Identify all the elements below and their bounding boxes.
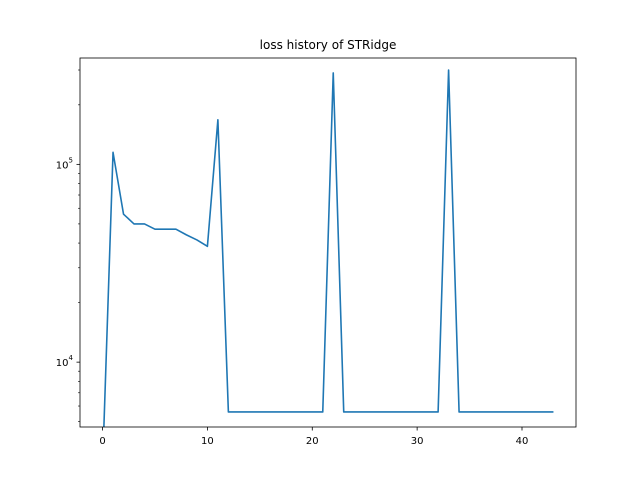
x-tick-label: 0: [99, 436, 105, 447]
x-tick-label: 20: [306, 436, 319, 447]
chart-title: loss history of STRidge: [260, 38, 397, 52]
axes: 0 10 20 30 40 104 105: [56, 57, 577, 447]
series-line-0: [103, 69, 554, 427]
x-tick-label: 30: [411, 436, 424, 447]
y-tick-label: 104: [56, 354, 74, 369]
x-tick-label: 40: [516, 436, 529, 447]
axes-frame: [79, 57, 577, 428]
plot-area: [103, 69, 554, 427]
x-tick-label: 10: [201, 436, 214, 447]
y-tick-label: 105: [56, 156, 73, 171]
